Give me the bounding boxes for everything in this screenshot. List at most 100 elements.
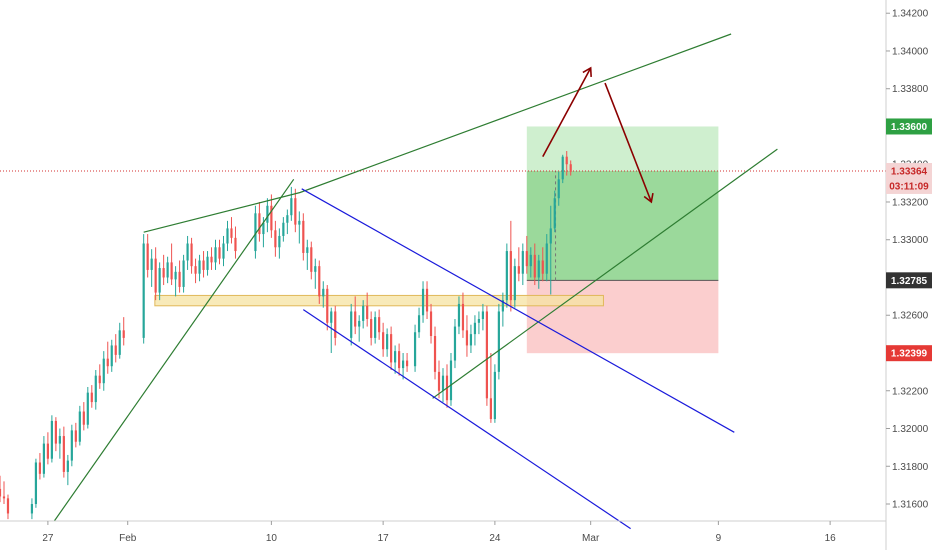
price-tick-label: 1.34000 — [892, 46, 929, 57]
candle — [565, 151, 568, 176]
candle — [509, 220, 512, 312]
candle-body — [334, 311, 337, 338]
price-tick-label: 1.31600 — [892, 500, 929, 511]
candle — [30, 498, 34, 520]
candle — [294, 188, 297, 233]
price-tag-label: 1.33600 — [891, 122, 928, 133]
candle — [469, 324, 473, 353]
candle-body — [529, 254, 532, 267]
candle — [394, 345, 397, 374]
candle-body — [98, 375, 101, 384]
candle-body — [433, 336, 437, 372]
candle-body — [330, 311, 333, 323]
trendline-2[interactable] — [143, 33, 732, 233]
candle — [202, 251, 205, 278]
candle-body — [489, 398, 492, 420]
candle — [549, 205, 552, 295]
candle — [282, 217, 285, 242]
candle — [154, 247, 157, 301]
candle — [334, 305, 337, 346]
candle-body — [146, 243, 149, 270]
candle-body — [38, 462, 42, 474]
candle-body — [473, 322, 477, 335]
candle — [2, 481, 6, 505]
candle — [433, 326, 437, 380]
price-tag: 03:11:09 — [886, 177, 932, 194]
candle — [274, 220, 277, 257]
candle — [94, 369, 97, 410]
candle — [457, 296, 461, 335]
stop-loss-zone — [526, 280, 719, 354]
candle-body — [214, 247, 217, 263]
candle-body — [457, 303, 461, 327]
candle — [485, 305, 489, 406]
candle-body — [230, 228, 233, 238]
candle-body — [481, 311, 485, 320]
time-tick-label: 24 — [489, 533, 501, 544]
candle — [358, 315, 361, 342]
candle — [318, 260, 321, 304]
support-zone — [154, 294, 604, 307]
candle-body — [34, 462, 38, 505]
trendline-3[interactable] — [432, 148, 778, 399]
candle — [182, 254, 185, 293]
candle-body — [326, 288, 329, 323]
candle — [158, 262, 161, 301]
price-tick-label: 1.33000 — [892, 235, 929, 246]
candle — [118, 322, 121, 359]
candle — [437, 360, 441, 399]
candle-body — [298, 220, 301, 225]
candle-body — [286, 215, 289, 223]
candle — [218, 239, 221, 265]
trendline-4[interactable] — [301, 188, 735, 433]
candle-body — [142, 243, 145, 338]
candle-body — [533, 254, 536, 278]
candle-body — [254, 213, 257, 252]
candle-body — [218, 247, 221, 259]
candle — [513, 258, 516, 308]
candle-body — [306, 247, 309, 253]
projection-arrow-2[interactable] — [604, 82, 654, 204]
trendline-drawings[interactable] — [53, 33, 778, 530]
candle — [314, 258, 317, 289]
candle-body — [178, 271, 181, 287]
candle-body — [441, 375, 445, 391]
candle — [517, 247, 520, 282]
price-tag: 1.33600 — [886, 118, 932, 135]
price-tag-box — [886, 345, 932, 362]
candle — [110, 339, 113, 372]
arrow-shaft — [542, 67, 592, 158]
candle-body — [429, 311, 433, 337]
candle-body — [358, 320, 361, 327]
candle — [298, 211, 301, 244]
candle — [142, 234, 145, 344]
candle-body — [78, 411, 81, 442]
candle-body — [374, 317, 377, 338]
projection-arrow-1[interactable] — [542, 66, 592, 158]
candle — [473, 315, 477, 346]
time-axis[interactable]: 27 Feb 10 17 24 Mar 9 16 — [42, 521, 836, 544]
candle-body — [118, 330, 121, 355]
candle — [58, 428, 61, 459]
candle-body — [405, 360, 409, 367]
candle-body — [198, 260, 201, 274]
candle-body — [190, 243, 193, 267]
price-tag-label: 1.33364 — [891, 167, 928, 178]
candle — [174, 266, 177, 297]
candle-body — [509, 251, 512, 301]
candle-body — [537, 260, 540, 278]
candle — [553, 190, 556, 233]
candle — [74, 422, 77, 448]
candle-body — [62, 436, 65, 472]
price-tag-box — [886, 163, 932, 180]
candle — [417, 307, 421, 338]
trendline-1[interactable] — [53, 178, 295, 522]
candle — [529, 247, 532, 278]
candle-body — [54, 420, 57, 444]
candle-body — [549, 228, 552, 244]
trendline-5[interactable] — [302, 309, 631, 530]
candle-body — [94, 375, 97, 403]
candle-body — [525, 251, 528, 267]
candle-body — [370, 319, 373, 338]
